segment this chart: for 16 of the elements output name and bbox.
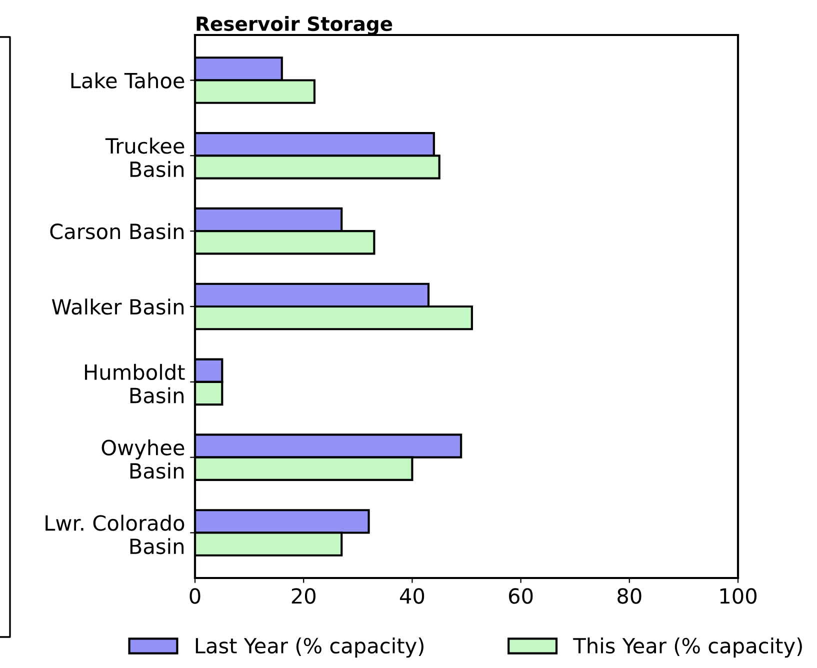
legend-label: This Year (% capacity) xyxy=(573,637,802,658)
chart-title: Reservoir Storage xyxy=(196,16,392,35)
y-tick-label: Walker Basin xyxy=(52,298,184,315)
x-tick-label: 0 xyxy=(190,588,200,604)
y-tick-label: Owyhee Basin xyxy=(102,439,184,479)
x-tick-label: 20 xyxy=(292,588,316,604)
x-tick-label: 40 xyxy=(400,588,424,604)
y-tick-label: Truckee Basin xyxy=(105,138,184,178)
y-tick-label: Lwr. Colorado Basin xyxy=(46,514,184,554)
y-tick-label: Lake Tahoe xyxy=(71,72,184,88)
legend-label: Last Year (% capacity) xyxy=(196,637,424,658)
x-tick-label: 100 xyxy=(720,588,756,604)
y-tick-label: Carson Basin xyxy=(50,223,184,240)
y-tick-label: Humboldt Basin xyxy=(85,364,185,404)
x-tick-label: 80 xyxy=(618,588,642,604)
x-tick-label: 60 xyxy=(509,588,533,604)
